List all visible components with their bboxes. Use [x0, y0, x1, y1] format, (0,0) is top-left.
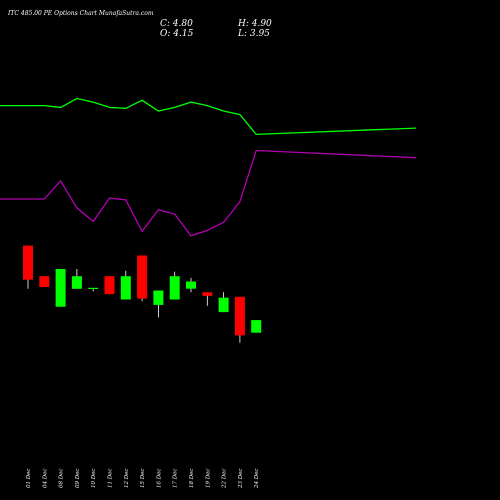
candle-body [39, 276, 50, 287]
x-tick-label: 10 Dec [91, 469, 97, 489]
x-tick-label: 08 Dec [59, 469, 65, 489]
candle-body [153, 290, 164, 305]
x-tick-label: 17 Dec [173, 469, 179, 489]
bands-layer [0, 97, 417, 237]
candle-body [251, 320, 262, 333]
upper-band-line [0, 97, 417, 136]
x-axis-ticks: 01 Dec 04 Dec 08 Dec 09 Dec 10 Dec 11 Dec 12 D… [26, 469, 260, 490]
x-tick-label: 22 Dec [222, 469, 228, 490]
x-tick-label: 15 Dec [140, 469, 146, 489]
x-tick-label: 24 Dec [254, 469, 260, 490]
candle-body [137, 255, 148, 299]
candle-body [186, 281, 196, 289]
candle-body [55, 269, 66, 307]
x-tick-label: 16 Dec [156, 469, 162, 489]
candle-body [104, 276, 115, 295]
candles-layer [23, 245, 262, 343]
x-tick-label: 19 Dec [205, 469, 211, 489]
candle-body [71, 276, 82, 289]
candle-body [169, 276, 180, 300]
x-tick-label: 18 Dec [189, 469, 195, 489]
candle-body [202, 292, 213, 296]
close-value: C: 4.80 [160, 19, 193, 29]
candle-body [218, 297, 229, 313]
open-value: O: 4.15 [160, 29, 194, 39]
candle-body [88, 287, 99, 289]
x-tick-label: 12 Dec [124, 469, 130, 489]
high-value: H: 4.90 [237, 19, 272, 29]
candle-body [23, 245, 33, 280]
candle-body [234, 296, 245, 336]
x-tick-label: 23 Dec [238, 469, 244, 490]
x-tick-label: 01 Dec [26, 469, 32, 489]
x-tick-label: 09 Dec [75, 469, 81, 489]
candle-body [120, 276, 131, 300]
x-tick-label: 11 Dec [108, 469, 114, 489]
chart-title: ITC 485.00 PE Options Chart MunafaSutra.… [7, 10, 154, 17]
x-tick-label: 04 Dec [42, 469, 48, 489]
lower-band-line [0, 149, 417, 237]
low-value: L: 3.95 [237, 29, 270, 39]
